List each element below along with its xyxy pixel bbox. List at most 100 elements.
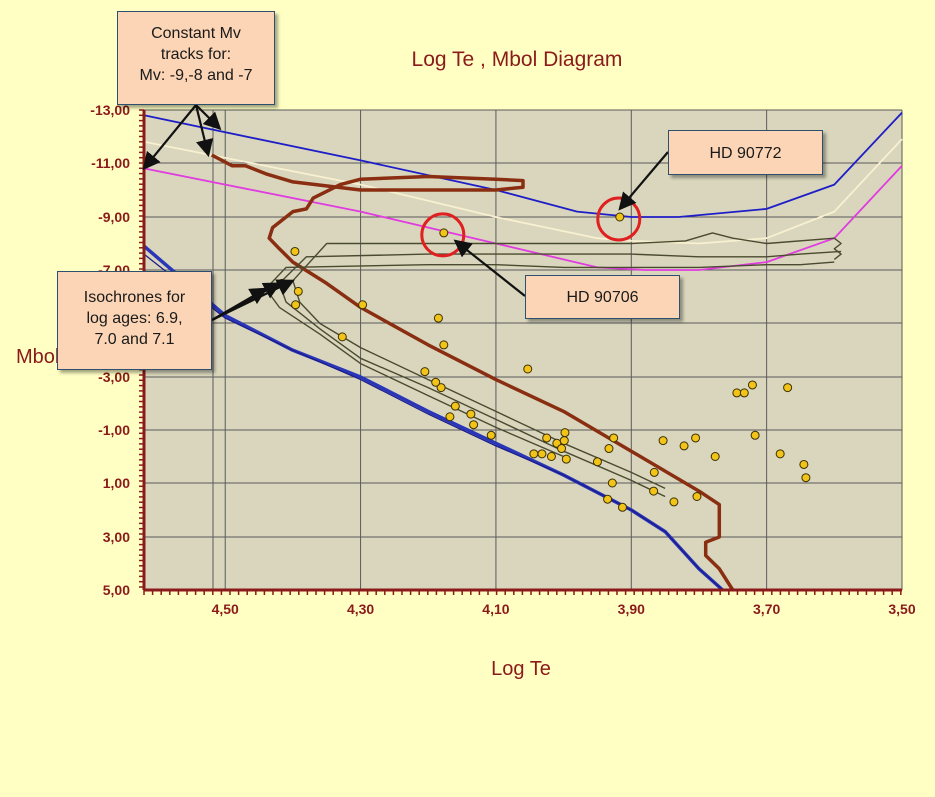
star-point [445,412,455,422]
star-point [542,433,552,443]
star-point [739,388,749,398]
star-point [546,452,556,461]
star-point [658,436,668,446]
star-point [293,286,303,296]
y-tick-label: 1,00 [103,475,130,491]
star-point [537,449,547,459]
star-point [560,428,570,438]
star-point [775,449,785,459]
arrows [142,104,669,321]
star-point [358,300,368,310]
star-point [592,457,602,467]
y-axis-label: Mbol [16,346,59,368]
hd90706-note: HD 90706 [525,275,680,319]
star-point [669,497,679,507]
star-point [604,444,614,454]
star-point [469,420,479,430]
star-point [679,441,689,451]
star-point [747,380,757,390]
star-point [692,492,702,501]
note-line: tracks for: [160,46,232,63]
x-tick-label: 3,70 [753,601,780,617]
note-line: log ages: 6.9, [86,310,183,327]
star-point [291,300,301,310]
x-tick-label: 4,30 [347,601,374,617]
series-line [143,111,903,218]
note-line: HD 90772 [709,145,782,162]
y-tick-label: -3,00 [98,369,130,385]
isochrones-note: Isochrones for log ages: 6.9, 7.0 and 7.… [57,271,212,370]
y-tick-label: -9,00 [98,209,130,225]
star-point [290,246,300,256]
series-line [292,280,666,490]
star-point [732,388,742,398]
star-point [436,383,446,393]
annotation-arrow [195,104,222,131]
star-point [710,452,720,461]
star-point [439,340,449,350]
constant-mv-note: Constant Mv tracks for: Mv: -9,-8 and -7 [117,11,275,105]
x-tick-label: 4,10 [482,601,509,617]
axes: -13,00-11,00-9,00-7,00-3,00-1,001,003,00… [90,102,916,617]
annotation-arrow [453,239,526,297]
series-line [143,253,724,591]
star-point [486,430,496,440]
star-point [529,449,539,459]
note-line: 7.0 and 7.1 [94,331,175,348]
series-lines [142,111,903,592]
annotation-arrow [211,279,295,321]
series-line [278,250,842,284]
series-line [210,153,735,591]
star-point [783,383,793,393]
star-point [750,430,760,440]
series-line [265,261,835,290]
x-tick-label: 3,90 [618,601,645,617]
note-line: Constant Mv [151,25,241,42]
note-line: HD 90706 [566,289,639,306]
star-point [337,332,347,342]
x-axis-label: Log Te [491,658,551,680]
star-point [559,436,569,446]
star-point [649,467,659,477]
star-point [523,364,533,374]
y-tick-label: 5,00 [103,582,130,598]
x-tick-label: 3,50 [888,601,915,617]
star-point [561,454,571,464]
y-tick-label: -1,00 [98,422,130,438]
star-point [433,313,443,323]
highlight-circle [420,212,466,258]
plot-area [144,110,902,590]
star-point [450,401,460,411]
star-point [431,377,441,387]
star-point [615,212,625,222]
annotation-arrow [618,151,669,211]
y-tick-label: -13,00 [90,102,130,118]
star-point [607,478,617,488]
stars [277,212,811,512]
chart-title: Log Te , Mbol Diagram [412,48,623,71]
annotation-arrow [142,104,197,171]
series-line [143,138,903,245]
series-line [278,283,666,498]
hd90772-note: HD 90772 [668,130,823,175]
note-line: Isochrones for [83,289,186,306]
star-point [799,459,809,469]
y-tick-label: 3,00 [103,529,130,545]
series-line [143,165,903,271]
star-point [617,502,627,512]
star-point [603,494,613,504]
star-point [466,409,476,419]
annotation-arrow [194,104,214,158]
series-line [265,288,564,458]
series-line [292,232,842,282]
star-point [420,367,430,377]
star-point [439,228,449,238]
note-line: Mv: -9,-8 and -7 [139,67,253,84]
star-point [609,433,619,443]
y-tick-label: -11,00 [91,155,130,171]
star-point [557,444,567,454]
x-tick-label: 4,50 [212,601,239,617]
star-point [691,433,701,443]
star-point [801,473,811,483]
